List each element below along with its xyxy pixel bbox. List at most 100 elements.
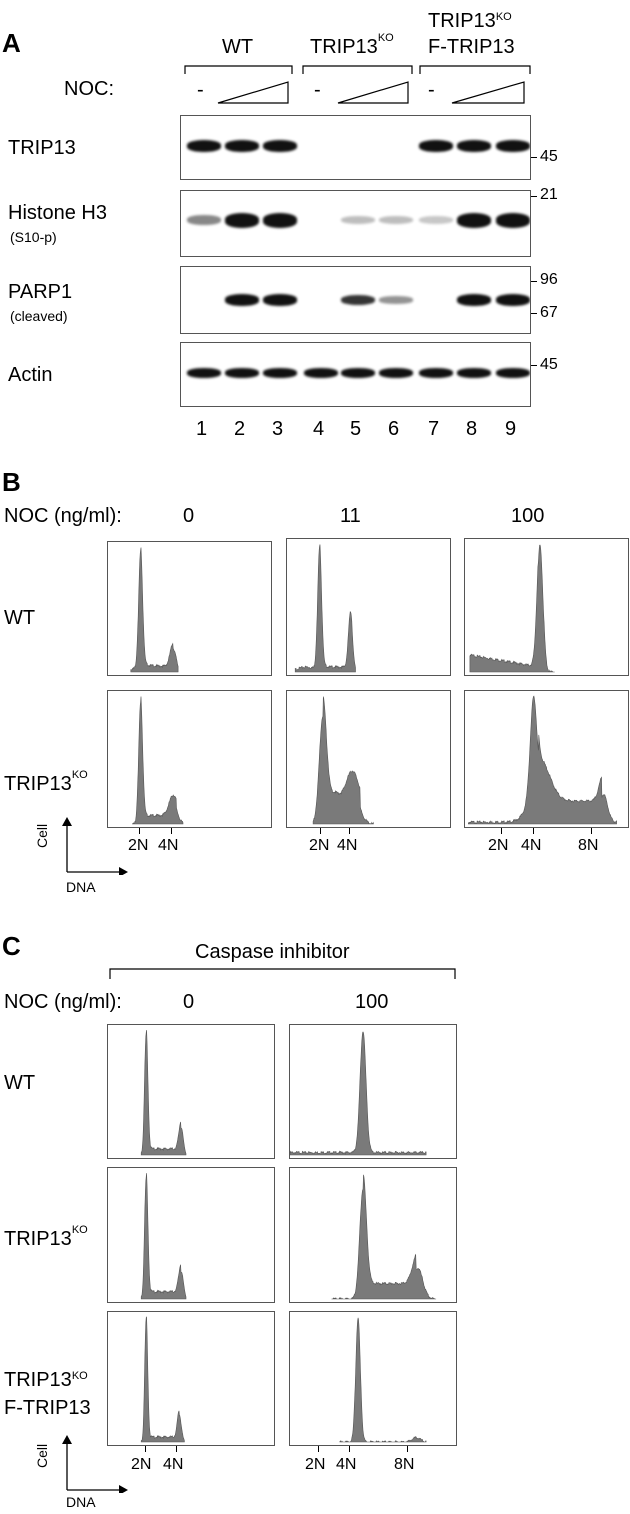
histogram-c-rescue-0 <box>107 1311 275 1446</box>
noc-wedge-trip13ko <box>337 81 409 104</box>
axis-label-b-cell: Cell <box>34 823 50 848</box>
band <box>457 294 491 306</box>
lane-number: 1 <box>196 418 208 440</box>
row-label-b-trip13ko: TRIP13KO <box>4 769 88 796</box>
band <box>341 215 375 225</box>
marker-tick-21 <box>531 196 537 197</box>
panel-c-letter: C <box>2 931 21 961</box>
tick-label-b-4n-100: 4N <box>521 837 542 854</box>
noc-conc-c-100: 100 <box>355 991 389 1013</box>
band <box>225 294 259 306</box>
marker-96: 96 <box>540 271 558 288</box>
band <box>496 294 530 306</box>
tick-b-8n-100 <box>591 828 592 834</box>
lane-number: 7 <box>428 418 440 440</box>
blot-parp1 <box>180 266 531 334</box>
tick-b-2n-100 <box>501 828 502 834</box>
lane-number: 2 <box>234 418 246 440</box>
band <box>187 140 221 152</box>
tick-b-2n-0 <box>139 828 140 834</box>
group-label-rescue-line2: F-TRIP13 <box>428 36 515 58</box>
marker-tick-45b <box>531 365 537 366</box>
noc-minus-wt: - <box>197 79 204 101</box>
marker-tick-67 <box>531 313 537 314</box>
histogram-b-ko-0 <box>107 690 272 828</box>
lane-number: 4 <box>313 418 325 440</box>
band <box>225 140 259 152</box>
row-label-c-trip13ko-sup: KO <box>71 1224 88 1236</box>
noc-conc-b-100: 100 <box>511 505 545 527</box>
lane-number: 6 <box>388 418 400 440</box>
noc-minus-trip13ko: - <box>314 79 321 101</box>
histogram-b-ko-11 <box>286 690 451 828</box>
band <box>263 140 297 152</box>
tick-c-8n-100 <box>407 1446 408 1452</box>
row-label-c-rescue: TRIP13KO F-TRIP13 <box>4 1366 91 1422</box>
band <box>263 294 297 306</box>
lane-number: 3 <box>272 418 284 440</box>
group-label-rescue-sup: KO <box>495 11 512 23</box>
panel-a-brackets <box>184 65 531 104</box>
histogram-b-ko-100 <box>464 690 629 828</box>
noc-label-c: NOC (ng/ml): <box>4 991 122 1013</box>
row-sublabel-histone-h3: (S10-p) <box>10 229 57 245</box>
noc-wedge-wt <box>217 81 289 104</box>
lane-number: 8 <box>466 418 478 440</box>
histogram-c-wt-0 <box>107 1024 275 1159</box>
row-label-b-trip13ko-text: TRIP13 <box>4 773 72 795</box>
noc-conc-b-0: 0 <box>183 505 195 527</box>
group-label-rescue: TRIP13KO F-TRIP13 <box>428 8 515 60</box>
marker-21: 21 <box>540 186 558 203</box>
histogram-c-wt-100 <box>289 1024 457 1159</box>
tick-c-4n-0 <box>176 1446 177 1452</box>
group-label-wt: WT <box>222 36 253 59</box>
noc-wedge-rescue <box>451 81 525 104</box>
band <box>304 368 338 378</box>
lane-number: 5 <box>350 418 362 440</box>
band <box>187 368 221 378</box>
blot-histone-h3 <box>180 190 531 257</box>
tick-c-4n-100 <box>349 1446 350 1452</box>
band <box>263 368 297 378</box>
noc-minus-rescue: - <box>428 79 435 101</box>
band <box>379 215 413 225</box>
marker-67: 67 <box>540 304 558 321</box>
tick-c-2n-0 <box>145 1446 146 1452</box>
tick-b-4n-11 <box>349 828 350 834</box>
lane-number: 9 <box>505 418 517 440</box>
tick-label-b-8n-100: 8N <box>578 837 599 854</box>
histogram-c-ko-100 <box>289 1167 457 1303</box>
marker-tick-45a <box>531 157 537 158</box>
noc-conc-c-0: 0 <box>183 991 195 1013</box>
tick-label-b-4n-0: 4N <box>158 837 179 854</box>
group-label-rescue-text: TRIP13 <box>428 10 496 32</box>
row-label-c-rescue-line2: F-TRIP13 <box>4 1397 91 1419</box>
band <box>457 212 491 228</box>
marker-tick-96 <box>531 281 537 282</box>
tick-label-b-4n-11: 4N <box>337 837 358 854</box>
band <box>225 368 259 378</box>
panel-b-letter: B <box>2 467 21 497</box>
band <box>341 368 375 378</box>
noc-label-a: NOC: <box>64 78 114 100</box>
band <box>496 212 530 228</box>
band <box>496 140 530 152</box>
bracket-trip13ko <box>302 65 413 74</box>
panel-a-letter: A <box>2 28 21 58</box>
axis-label-c-dna: DNA <box>66 1494 96 1510</box>
row-label-b-wt: WT <box>4 607 36 629</box>
marker-45b: 45 <box>540 356 558 373</box>
group-label-trip13ko-text: TRIP13 <box>310 36 378 58</box>
row-label-c-trip13ko-text: TRIP13 <box>4 1228 72 1250</box>
tick-b-4n-0 <box>171 828 172 834</box>
band <box>341 294 375 306</box>
row-label-c-rescue-text: TRIP13 <box>4 1369 72 1391</box>
blot-trip13 <box>180 115 531 180</box>
group-label-trip13ko-sup: KO <box>377 32 394 44</box>
tick-b-4n-100 <box>533 828 534 834</box>
bracket-wt <box>184 65 293 74</box>
band <box>225 212 259 228</box>
row-label-trip13: TRIP13 <box>8 137 76 159</box>
band <box>419 215 453 225</box>
row-label-c-trip13ko: TRIP13KO <box>4 1224 88 1251</box>
